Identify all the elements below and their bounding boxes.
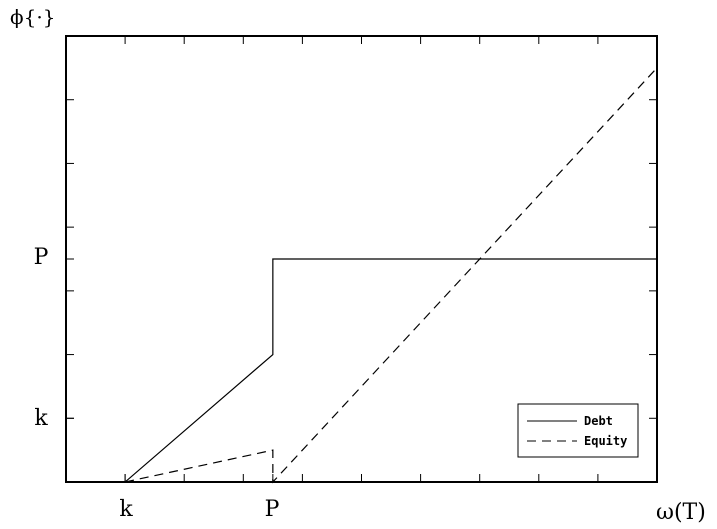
x-tick-label-k: k [119,497,133,522]
y-axis-label: ϕ{·} [10,5,55,29]
x-tick-label-p: P [265,497,280,522]
series-line-debt [124,258,657,483]
y-tick-label-k: k [34,406,48,431]
legend-box [517,403,639,458]
series-line-equity [124,67,658,484]
legend-label-equity: Equity [584,434,627,448]
legend-label-debt: Debt [584,414,613,428]
legend: Debt Equity [517,403,639,458]
axis-ticks [66,36,657,482]
series-layer [124,67,658,484]
x-axis-label: ω(T) [656,500,706,525]
y-tick-label-p: P [34,245,49,270]
